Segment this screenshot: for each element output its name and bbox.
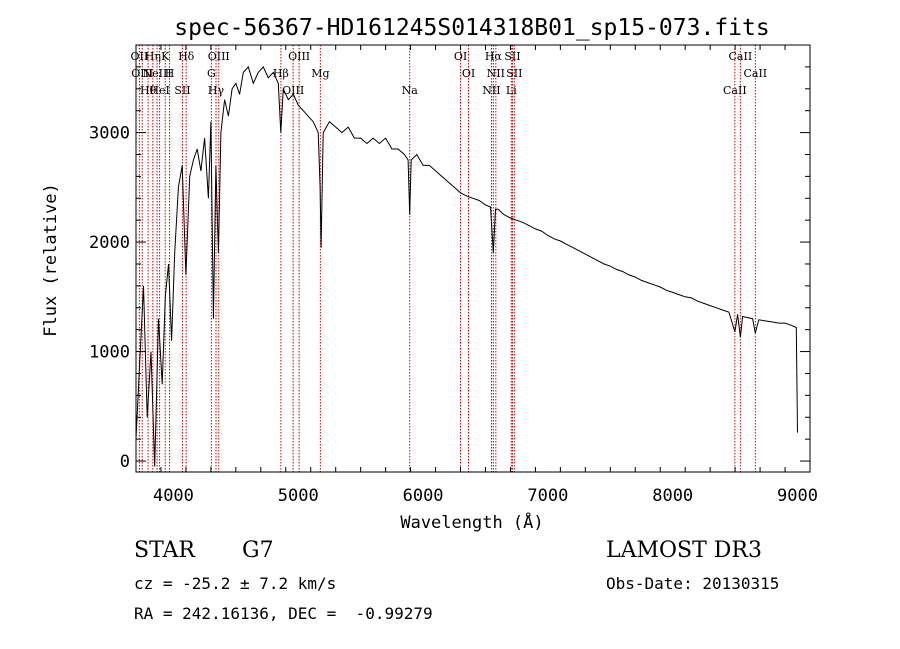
observation-date: Obs-Date: 20130315: [606, 574, 780, 593]
line-label: Na: [402, 84, 419, 97]
line-label: OI: [462, 67, 475, 80]
line-label: CaII: [723, 84, 747, 97]
line-label: Li: [506, 84, 517, 97]
x-tick-label: 5000: [278, 486, 319, 506]
line-label: Hη: [145, 50, 161, 63]
line-label: OII: [131, 50, 149, 63]
line-label: CaII: [743, 67, 767, 80]
x-axis-label: Wavelength (Å): [400, 511, 543, 533]
line-label: OIII: [288, 50, 310, 63]
survey-name: LAMOST DR3: [606, 538, 762, 563]
x-axis: 4000 5000 6000 7000 8000 9000: [135, 45, 818, 506]
spectrum-series: [135, 65, 798, 467]
line-label: Hγ: [208, 84, 225, 97]
line-label: SII: [174, 84, 190, 97]
line-label: OIII: [131, 67, 153, 80]
spectral-line-markers: [138, 45, 756, 472]
line-label: Hδ: [178, 50, 195, 63]
y-tick-label: 2000: [89, 233, 130, 253]
line-label: CaII: [729, 50, 753, 63]
spectral-line-labels: OII OIII Hθ Hη NeIII HeI KH SII Hδ G Hγ OIII Hβ OIII O…: [131, 50, 768, 97]
object-class: STAR: [134, 538, 195, 563]
x-tick-label: 6000: [403, 486, 444, 506]
line-label: NII: [487, 67, 505, 80]
x-tick-label: 9000: [777, 486, 818, 506]
line-label: H: [165, 67, 175, 80]
y-tick-label: 3000: [89, 124, 130, 144]
redshift-text: cz = -25.2 ± 7.2 km/s: [134, 574, 337, 593]
line-label: K: [161, 50, 170, 63]
line-label: SII: [506, 67, 522, 80]
x-tick-label: 8000: [652, 486, 693, 506]
line-label: Hβ: [273, 67, 289, 80]
plot-area-frame: [135, 44, 811, 473]
line-label: SII: [504, 50, 520, 63]
y-tick-label: 0: [120, 452, 130, 472]
line-label: NII: [482, 84, 500, 97]
line-label: OIII: [208, 50, 230, 63]
line-label: G: [207, 67, 216, 80]
line-label: OI: [454, 50, 467, 63]
chart-title: spec-56367-HD161245S014318B01_sp15-073.f…: [174, 15, 769, 41]
object-subclass: G7: [242, 538, 274, 563]
line-label: Hα: [485, 50, 503, 63]
line-label: NeIII: [143, 67, 172, 80]
y-axis: 0 1000 2000 3000: [89, 44, 810, 472]
coordinates-text: RA = 242.16136, DEC = -0.99279: [134, 604, 433, 623]
line-label: HeI: [149, 84, 169, 97]
y-axis-label: Flux (relative): [41, 183, 61, 337]
line-label: Mg: [311, 67, 329, 80]
line-label: OIII: [282, 84, 304, 97]
line-label: Hθ: [140, 84, 157, 97]
y-tick-label: 1000: [89, 343, 130, 363]
x-tick-label: 4000: [153, 486, 194, 506]
x-tick-label: 7000: [527, 486, 568, 506]
